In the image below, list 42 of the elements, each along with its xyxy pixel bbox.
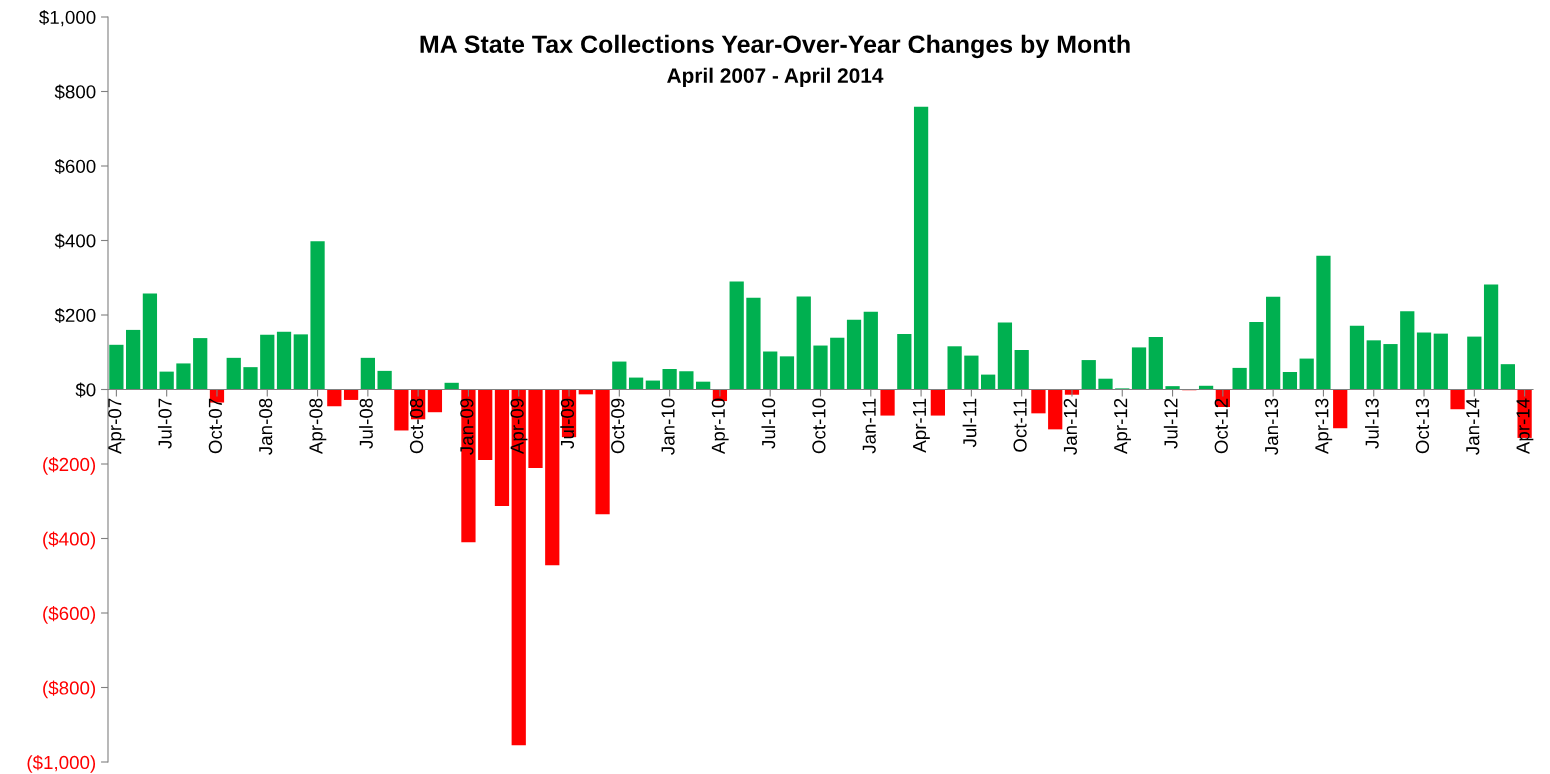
text: MA State Tax Collections Year-Over-Year Changes by Month (420, 34, 1130, 59)
x-tick-label: Jan-09 (460, 398, 474, 455)
y-tick-label: ($800) (43, 680, 96, 699)
x-tick-label: Oct-10 (812, 398, 826, 454)
x-tick-label: Oct-08 (409, 398, 424, 454)
x-tick-label: Apr-12 (1114, 398, 1131, 455)
x-tick-label: Apr-10 (711, 398, 729, 455)
x-tick-label: Jan-13 (1264, 398, 1279, 455)
x-tick-label: Jul-09 (560, 398, 575, 449)
x-tick-label: Jul-07 (157, 398, 172, 449)
x-tick-label: Jan-11 (862, 398, 876, 454)
x-tick-label: Oct-09 (611, 398, 625, 454)
x-tick-label: Jan-08 (259, 398, 273, 455)
text: April 2007 - April 2014 (667, 67, 884, 88)
y-tick-label: $1,000 (39, 9, 96, 27)
x-tick-label: Jul-11 (962, 398, 977, 448)
y-tick-label: $800 (54, 84, 96, 100)
x-tick-label: Apr-11 (913, 398, 930, 453)
x-tick-label: Apr-13 (1315, 398, 1333, 455)
x-tick-label: Oct-13 (1415, 398, 1430, 454)
x-tick-label: Apr-07 (108, 398, 126, 455)
y-tick-label: $0 (75, 382, 96, 398)
y-tick-label: ($600) (43, 606, 96, 624)
y-tick-label: ($1,000) (27, 755, 96, 773)
y-tick-label: $200 (54, 307, 96, 324)
x-tick-label: Oct-11 (1013, 398, 1027, 452)
x-tick-label: Jul-13 (1365, 398, 1379, 449)
x-tick-label: Jul-12 (1163, 398, 1178, 449)
x-tick-label: Jul-10 (761, 398, 776, 449)
x-tick-label: Jan-10 (661, 398, 675, 455)
x-tick-label: Jul-08 (359, 398, 373, 449)
x-tick-label: Jan-12 (1063, 398, 1077, 455)
y-tick-label: ($400) (43, 531, 96, 550)
x-tick-label: Apr-08 (309, 398, 327, 455)
y-tick-label: ($200) (43, 457, 96, 475)
y-tick-label: $600 (54, 158, 96, 175)
y-tick-label: $400 (54, 233, 96, 249)
x-tick-label: Oct-07 (208, 398, 222, 454)
x-tick-label: Apr-14 (1516, 398, 1534, 455)
x-tick-label: Oct-12 (1214, 398, 1228, 454)
x-tick-label: Apr-09 (510, 398, 528, 455)
x-tick-label: Jan-14 (1466, 398, 1480, 455)
